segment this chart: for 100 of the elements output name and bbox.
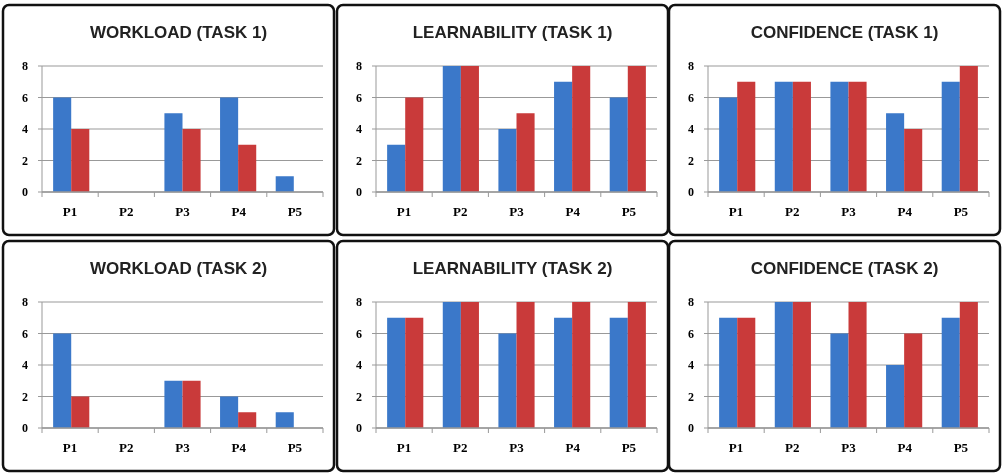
chart-title: LEARNABILITY (TASK 2)	[412, 259, 613, 278]
y-tick-label: 0	[688, 421, 694, 436]
bar	[848, 302, 867, 428]
x-tick-label: P1	[728, 440, 744, 455]
x-tick-label: P3	[841, 440, 857, 455]
bar	[792, 302, 811, 428]
x-tick-label: P3	[509, 204, 525, 219]
chart-title: LEARNABILITY (TASK 1)	[412, 23, 613, 42]
bar	[182, 380, 201, 428]
bar	[719, 97, 738, 192]
bar	[848, 81, 867, 192]
bar	[737, 81, 756, 192]
bar	[405, 317, 424, 428]
x-tick-label: P4	[565, 440, 581, 455]
bar	[572, 66, 591, 192]
x-tick-label: P4	[231, 204, 247, 219]
y-tick-label: 2	[688, 153, 694, 168]
bar	[220, 97, 239, 192]
bar	[460, 302, 479, 428]
bar	[609, 97, 628, 192]
bar	[886, 365, 905, 428]
x-tick-label: P4	[897, 440, 913, 455]
y-tick-label: 2	[688, 389, 694, 404]
x-tick-label: P2	[453, 440, 468, 455]
bar	[498, 333, 517, 428]
x-tick-label: P1	[396, 440, 412, 455]
y-tick-label: 2	[356, 389, 362, 404]
bar	[719, 317, 738, 428]
bar	[627, 66, 646, 192]
bar	[238, 412, 257, 428]
x-tick-label: P2	[453, 204, 468, 219]
y-tick-label: 8	[22, 295, 28, 310]
bar	[627, 302, 646, 428]
x-tick-label: P3	[841, 204, 857, 219]
x-tick-label: P4	[565, 204, 581, 219]
x-tick-label: P2	[785, 440, 800, 455]
bar	[774, 302, 793, 428]
bar	[164, 380, 183, 428]
bar	[904, 333, 923, 428]
x-tick-label: P1	[62, 440, 78, 455]
bar	[220, 396, 239, 428]
bar	[959, 302, 978, 428]
bar	[904, 129, 923, 192]
y-tick-label: 8	[356, 295, 362, 310]
bar	[959, 66, 978, 192]
x-tick-label: P1	[62, 204, 78, 219]
bar	[886, 113, 905, 192]
y-tick-label: 4	[22, 122, 28, 137]
y-tick-label: 6	[22, 326, 28, 341]
bar	[164, 113, 183, 192]
bar	[941, 317, 960, 428]
chart-title: CONFIDENCE (TASK 2)	[750, 259, 939, 278]
y-tick-label: 6	[356, 326, 362, 341]
bar	[71, 396, 90, 428]
y-tick-label: 8	[356, 59, 362, 74]
x-tick-label: P5	[621, 440, 637, 455]
bar	[830, 333, 849, 428]
x-tick-label: P3	[175, 440, 191, 455]
x-tick-label: P4	[231, 440, 247, 455]
x-tick-label: P3	[509, 440, 525, 455]
bar	[792, 81, 811, 192]
bar	[572, 302, 591, 428]
bar	[442, 66, 461, 192]
bar	[941, 81, 960, 192]
bar	[71, 129, 90, 192]
bar	[442, 302, 461, 428]
bar	[182, 129, 201, 192]
bar	[275, 412, 294, 428]
y-tick-label: 4	[356, 358, 362, 373]
bar	[238, 144, 257, 192]
bar	[609, 317, 628, 428]
y-tick-label: 6	[688, 90, 694, 105]
y-tick-label: 8	[22, 59, 28, 74]
x-tick-label: P1	[396, 204, 412, 219]
x-tick-label: P5	[287, 204, 303, 219]
bar	[275, 176, 294, 192]
bar	[774, 81, 793, 192]
bar	[554, 81, 573, 192]
x-tick-label: P5	[287, 440, 303, 455]
chart-title: CONFIDENCE (TASK 1)	[750, 23, 939, 42]
y-tick-label: 4	[688, 122, 694, 137]
bar	[516, 113, 535, 192]
bar	[516, 302, 535, 428]
chart-title: WORKLOAD (TASK 1)	[89, 23, 268, 42]
bar	[830, 81, 849, 192]
bar	[405, 97, 424, 192]
y-tick-label: 8	[688, 59, 694, 74]
bar	[387, 144, 406, 192]
bar	[460, 66, 479, 192]
y-tick-label: 4	[688, 358, 694, 373]
bar	[53, 97, 72, 192]
x-tick-label: P2	[785, 204, 800, 219]
y-tick-label: 6	[356, 90, 362, 105]
x-tick-label: P5	[953, 440, 969, 455]
x-tick-label: P5	[621, 204, 637, 219]
bar	[554, 317, 573, 428]
y-tick-label: 4	[356, 122, 362, 137]
x-tick-label: P3	[175, 204, 191, 219]
y-tick-label: 0	[688, 185, 694, 200]
x-tick-label: P2	[119, 204, 134, 219]
